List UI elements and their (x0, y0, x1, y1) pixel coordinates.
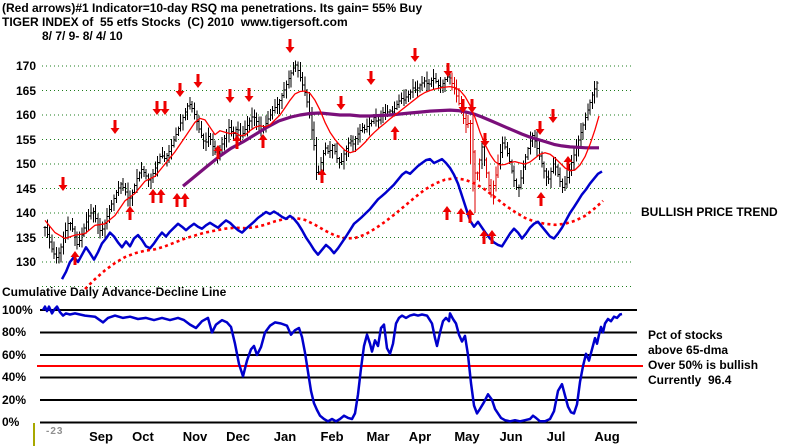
month-label: Mar (366, 429, 390, 444)
down-arrow-icon (225, 89, 235, 103)
month-label: Apr (408, 429, 432, 444)
month-label: Jun (499, 429, 523, 444)
down-arrow-icon (58, 177, 68, 191)
pct-tick-label: 0% (2, 415, 20, 429)
up-arrow-icon (213, 145, 223, 159)
up-arrow-icon (258, 134, 268, 148)
month-label: Dec (226, 429, 250, 444)
pct-above-65dma-line (41, 305, 623, 423)
month-label: Oct (132, 429, 154, 444)
month-label: Nov (182, 429, 208, 444)
up-arrow-icon (70, 251, 80, 265)
closing-power-line (60, 157, 603, 280)
up-arrow-icon (487, 230, 497, 244)
down-arrow-icon (535, 121, 545, 135)
up-arrow-icon (180, 193, 190, 207)
month-label: Jan (273, 429, 297, 444)
down-arrow-icon (152, 101, 162, 115)
down-arrow-icon (244, 88, 254, 102)
down-arrow-icon (285, 39, 295, 53)
up-arrow-icon (317, 169, 327, 183)
pct-note-line-4: Currently 96.4 (648, 373, 732, 387)
up-arrow-icon (232, 135, 242, 149)
month-label: Jul (546, 429, 566, 444)
up-arrow-icon (390, 126, 400, 140)
down-arrow-icon (410, 48, 420, 62)
month-label: May (454, 429, 480, 444)
price-tick-label: 165 (15, 84, 36, 98)
up-arrow-icon (563, 156, 573, 170)
price-tick-label: 170 (15, 59, 36, 73)
pct-tick-label: 100% (2, 303, 33, 317)
price-tick-label: 155 (15, 133, 36, 147)
price-tick-label: 135 (15, 231, 36, 245)
price-tick-label: 140 (15, 206, 36, 220)
down-arrow-icon (336, 96, 346, 110)
indicator-header: (Red arrows)#1 Indicator=10-day RSQ ma p… (2, 1, 423, 15)
down-arrow-icon (175, 83, 185, 97)
month-label: Feb (320, 429, 344, 444)
axis-tick-mark (33, 423, 35, 446)
ma10-line (44, 85, 600, 240)
pct-note-line-2: above 65-dma (648, 343, 729, 357)
pct-tick-label: 20% (2, 393, 27, 407)
price-tick-label: 130 (15, 255, 36, 269)
trend-annotation: BULLISH PRICE TREND (641, 205, 778, 219)
pct-tick-label: 80% (2, 325, 27, 339)
up-arrow-icon (536, 192, 546, 206)
price-tick-label: 145 (15, 182, 36, 196)
up-arrow-icon (456, 208, 466, 222)
date-range: 8/ 7/ 9- 8/ 4/ 10 (42, 29, 123, 43)
month-label: Aug (594, 429, 620, 444)
pct-tick-label: 40% (2, 370, 27, 384)
down-arrow-icon (160, 101, 170, 115)
down-arrow-icon (193, 74, 203, 88)
up-arrow-icon (148, 189, 158, 203)
up-arrow-icon (479, 230, 489, 244)
lower-panel-title: Cumulative Daily Advance-Decline Line (2, 285, 227, 299)
down-arrow-icon (458, 99, 468, 113)
up-arrow-icon (442, 206, 452, 220)
ma65-line (181, 108, 599, 188)
pct-note-line-3: Over 50% is bullish (648, 358, 759, 372)
price-tick-label: 150 (15, 157, 36, 171)
up-arrow-icon (156, 189, 166, 203)
up-arrow-icon (172, 193, 182, 207)
down-arrow-icon (366, 71, 376, 85)
up-arrow-icon (125, 206, 135, 220)
pct-note-line-1: Pct of stocks (648, 328, 723, 342)
down-arrow-icon (443, 63, 453, 77)
partial-axis-label: -23 (46, 426, 64, 437)
up-arrow-icon (465, 209, 475, 223)
month-label: Sep (89, 429, 113, 444)
chart-title: TIGER INDEX of 55 etfs Stocks (C) 2010 w… (2, 15, 348, 29)
price-tick-label: 160 (15, 108, 36, 122)
down-arrow-icon (548, 109, 558, 123)
down-arrow-icon (480, 133, 490, 147)
pct-tick-label: 60% (2, 348, 27, 362)
down-arrow-icon (110, 120, 120, 134)
down-arrow-icon (467, 99, 477, 113)
